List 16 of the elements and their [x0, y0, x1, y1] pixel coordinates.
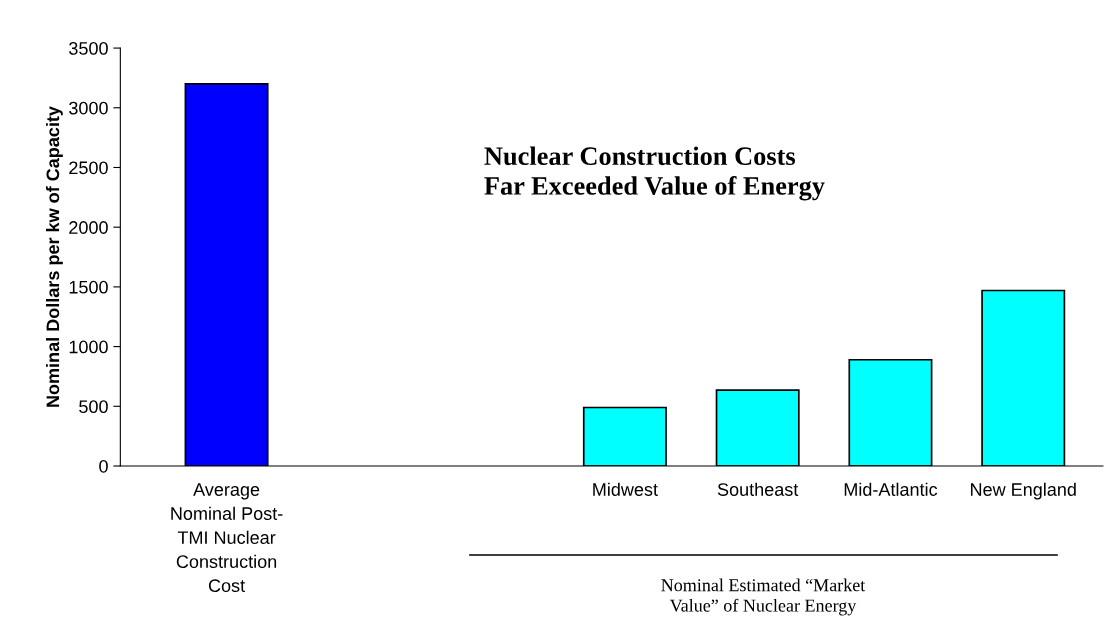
y-tick-label: 500 — [79, 400, 108, 414]
y-tick-label: 1500 — [69, 280, 108, 294]
y-tick-label: 0 — [99, 459, 108, 473]
x-tick-label: New England — [971, 482, 1076, 500]
annotation: Nuclear Construction Costs Far Exceeded Value of Energy — [484, 146, 825, 201]
x-tick-label: Midwest — [593, 482, 658, 496]
y-tick-label: 1000 — [69, 340, 108, 354]
y-tick-label: 3500 — [69, 42, 108, 55]
y-tick-label: 3000 — [69, 101, 108, 115]
y-tick-label: 2500 — [69, 161, 108, 175]
x-tick-label: Average Nominal Post- TMI Nuclear Construction Cost — [171, 483, 283, 593]
y-axis-title: Nominal Dollars per kw of Capacity — [45, 106, 63, 407]
x-tick-label: Mid-Atlantic — [844, 482, 938, 496]
y-tick-label: 2000 — [69, 221, 108, 234]
x-tick-label: Southeast — [717, 482, 799, 496]
text: Nominal Estimated “Market Value” of Nuclear Energy — [661, 578, 866, 616]
